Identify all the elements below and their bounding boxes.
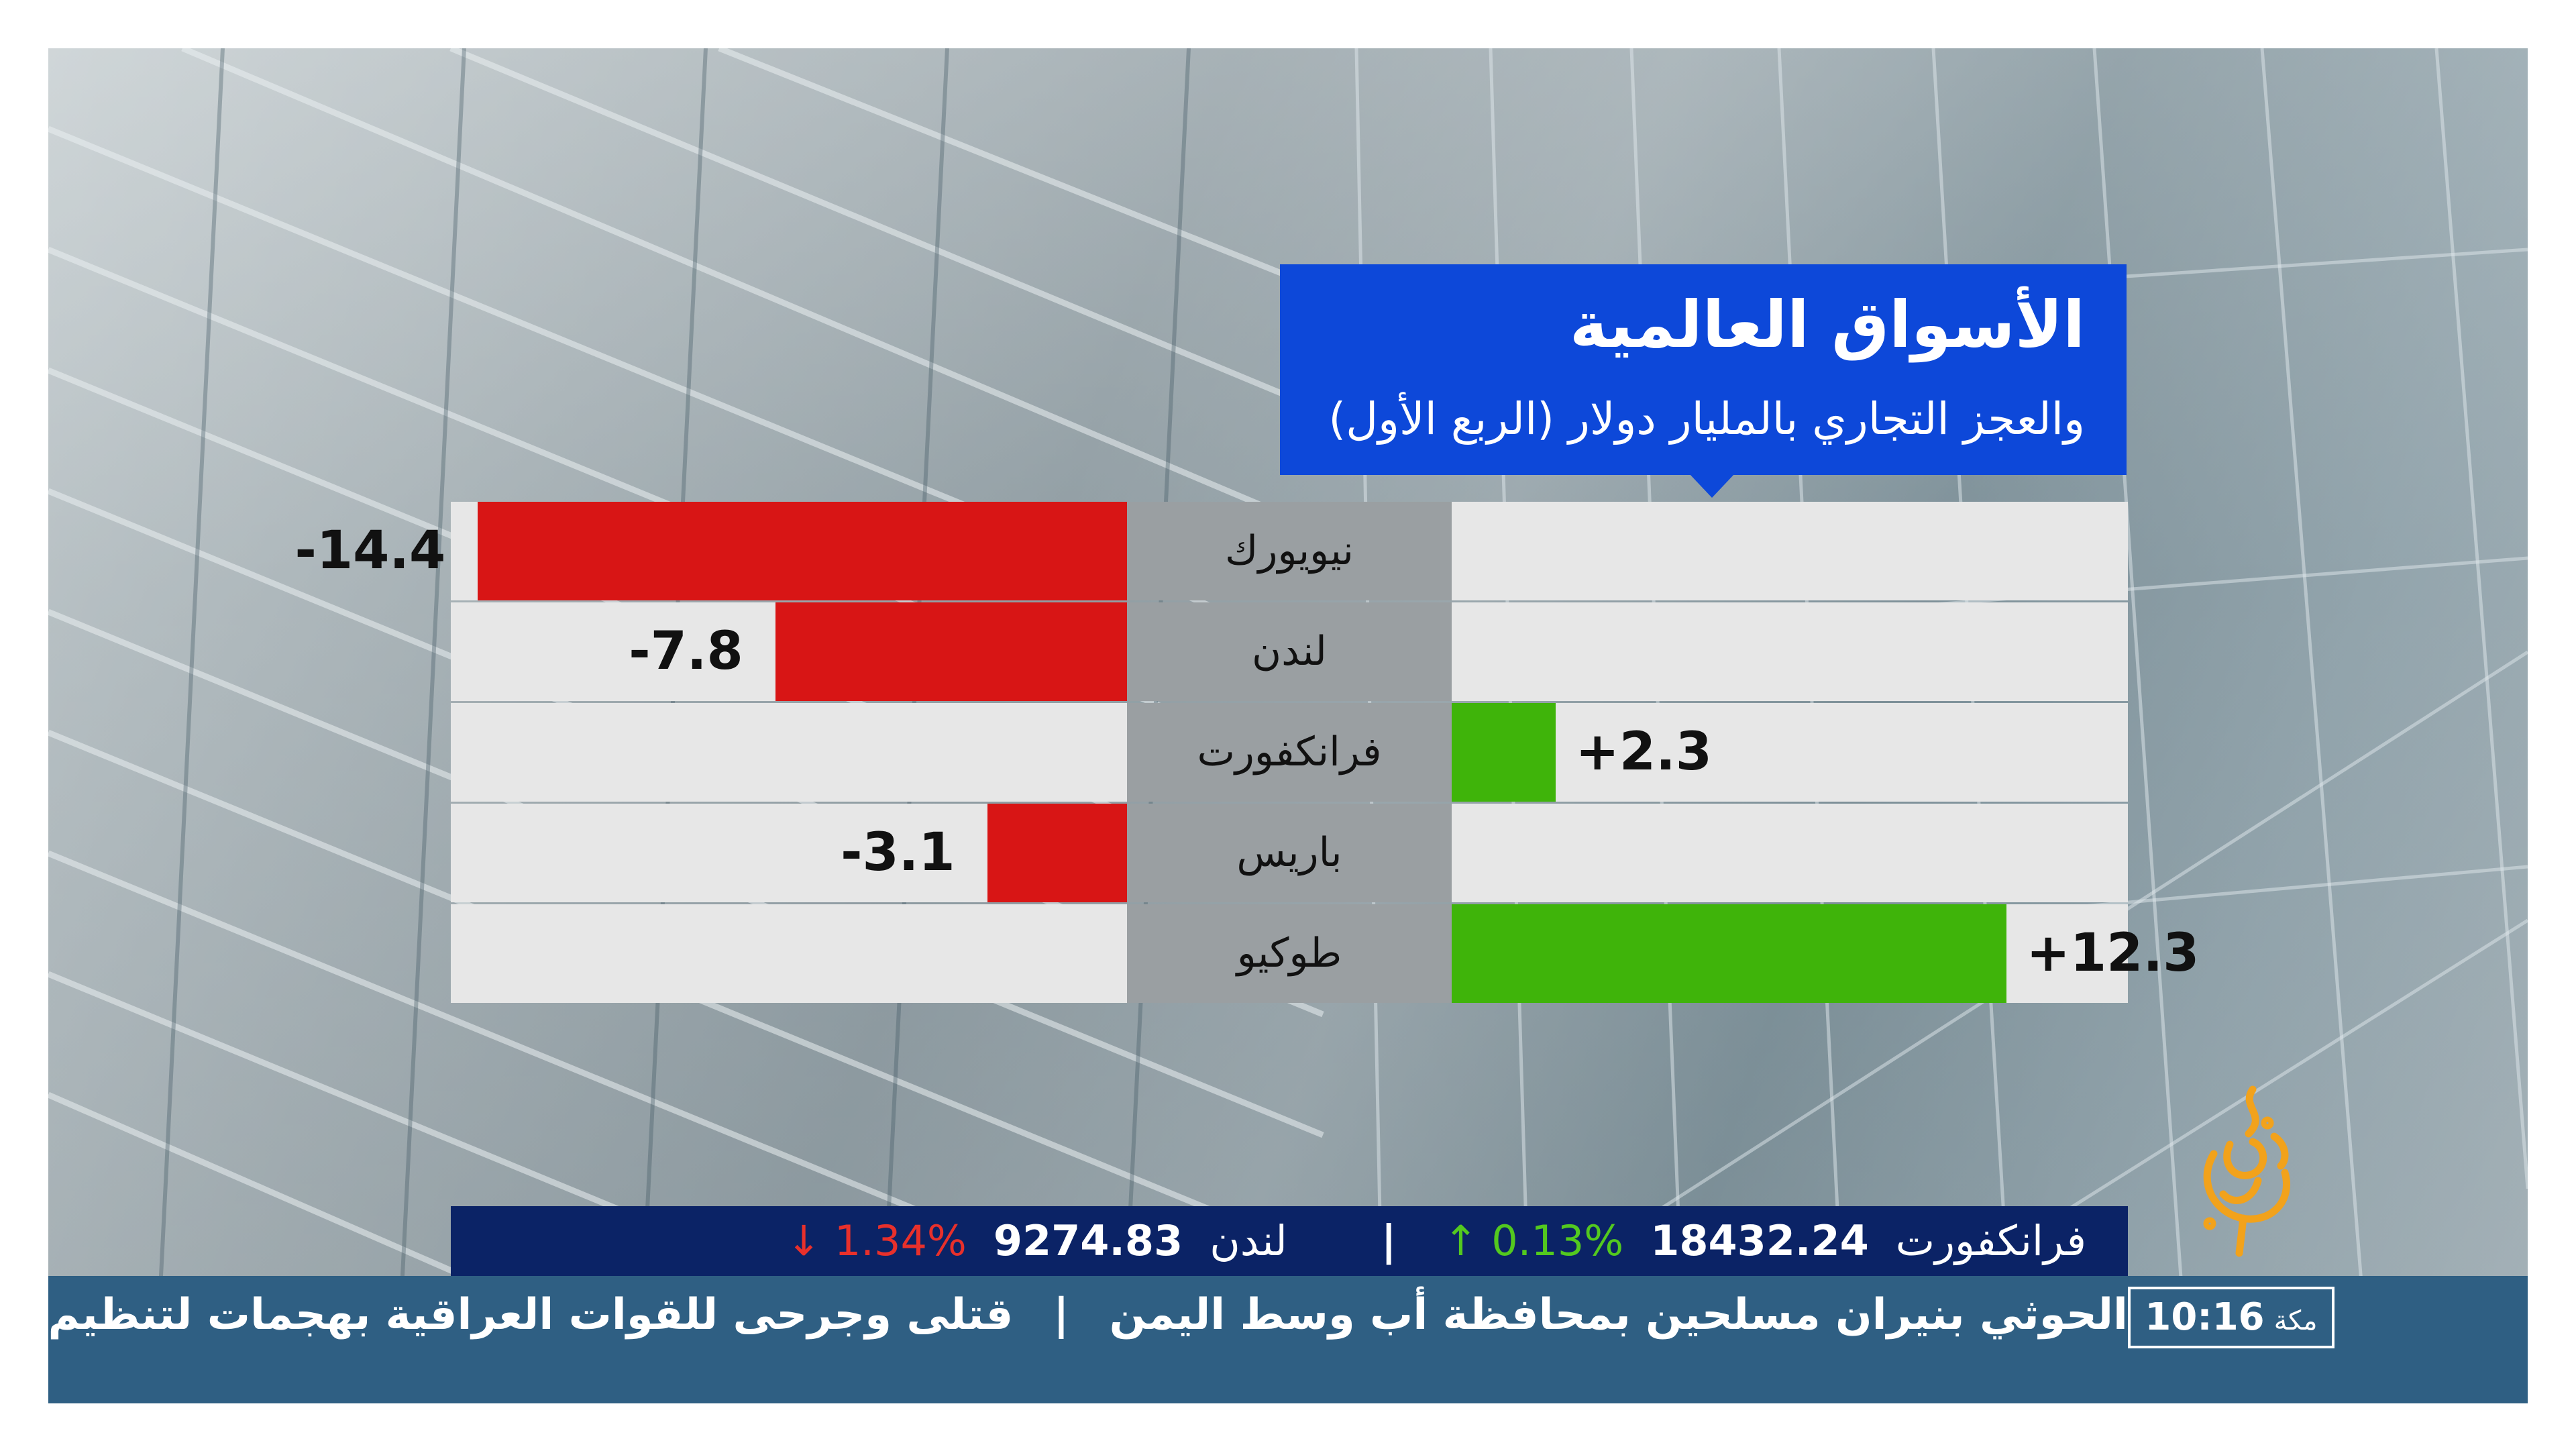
chart-cell-category — [1127, 703, 1452, 802]
chart-cell-category — [1127, 602, 1452, 701]
chart-cell-negative — [451, 703, 1127, 802]
category-label: لندن — [1252, 628, 1327, 675]
news-ticker-bar: ة الحوثي بنيران مسلحين بمحافظة أب وسط ال… — [48, 1276, 2528, 1403]
ticker-market-name: فرانكفورت — [1895, 1216, 2086, 1265]
arrow-up-icon: ↑ — [1443, 1216, 1479, 1265]
chart-row: لندن -7.8 — [451, 602, 2128, 701]
category-label: فرانكفورت — [1197, 729, 1382, 775]
chart-subtitle: والعجز التجاري بالمليار دولار (الربع الأ… — [1328, 393, 2085, 445]
news-separator: | — [1053, 1290, 1069, 1340]
chart-cell-category — [1127, 904, 1452, 1003]
ticker-market-name: لندن — [1210, 1216, 1287, 1265]
bar-negative — [478, 502, 1127, 600]
chart-cell-positive — [1452, 502, 2128, 600]
chart-cell-category — [1127, 804, 1452, 902]
chart-title: الأسواق العالمية — [1569, 287, 2085, 362]
ticker-market-change-up: ↑ 0.13% — [1444, 1206, 1624, 1276]
news-item: ة الحوثي بنيران مسلحين بمحافظة أب وسط ال… — [1109, 1290, 2128, 1340]
category-label: باريس — [1236, 829, 1342, 876]
value-label: -3.1 — [841, 822, 955, 883]
chart-row: نيويورك -14.4 — [295, 502, 2128, 600]
chart-cell-positive — [1452, 703, 2128, 802]
markets-ticker: فرانكفورت 18432.24 ↑ 0.13% | لندن 9274.83 ↓ 1.… — [451, 1206, 2128, 1276]
news-ticker: ة الحوثي بنيران مسلحين بمحافظة أب وسط ال… — [48, 1276, 2128, 1354]
value-label: -7.8 — [629, 621, 743, 682]
title-pointer — [1689, 474, 1735, 498]
chart-cell-positive — [1452, 602, 2128, 701]
bar-positive — [1452, 904, 2006, 1003]
chart-title-box: الأسواق العالمية والعجز التجاري بالمليار… — [1280, 264, 2127, 475]
bar-negative — [775, 602, 1127, 701]
category-label: نيويورك — [1225, 527, 1354, 574]
chart-cell-category — [1127, 502, 1452, 600]
value-label: -14.4 — [294, 521, 446, 581]
ticker-market-change-down: ↓ 1.34% — [786, 1206, 967, 1276]
category-label: طوكيو — [1236, 930, 1342, 977]
chart-cell-negative — [451, 904, 1127, 1003]
bar-positive — [1452, 703, 1556, 802]
ticker-change-value: 1.34% — [834, 1216, 967, 1265]
arrow-down-icon: ↓ — [786, 1216, 822, 1265]
bar-negative — [987, 804, 1127, 902]
chart-cell-positive — [1452, 804, 2128, 902]
chart-row: باريس -3.1 — [451, 804, 2128, 902]
news-item: قتلى وجرحى للقوات العراقية بهجمات لتنظيم — [48, 1290, 1014, 1340]
clock-box: مكة 10:16 — [2128, 1287, 2334, 1348]
ticker-change-value: 0.13% — [1491, 1216, 1624, 1265]
value-label: +12.3 — [2026, 923, 2200, 983]
al-jazeera-logo-icon — [2203, 1085, 2290, 1257]
ticker-market-value: 18432.24 — [1650, 1216, 1869, 1265]
chart-row: طوكيو +12.3 — [451, 904, 2199, 1003]
chart-row: فرانكفورت +2.3 — [451, 703, 2128, 802]
trade-balance-bar-chart: نيويورك -14.4 لندن -7.8 فرانكفورت +2.3 باريس -3… — [295, 502, 2199, 1004]
clock-time: 10:16 — [2145, 1295, 2265, 1339]
ticker-market-value: 9274.83 — [993, 1216, 1183, 1265]
clock-city: مكة — [2273, 1305, 2318, 1336]
ticker-separator: | — [1381, 1216, 1397, 1265]
value-label: +2.3 — [1575, 722, 1713, 782]
